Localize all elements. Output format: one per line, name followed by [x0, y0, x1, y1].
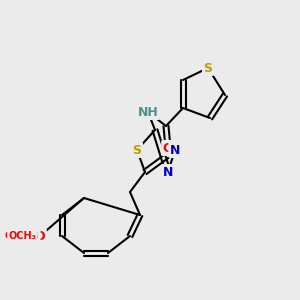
Text: O: O [35, 230, 45, 242]
Text: OCH₃: OCH₃ [8, 231, 36, 241]
Text: S: S [133, 143, 142, 157]
Text: O: O [163, 142, 173, 154]
Text: N: N [163, 166, 173, 178]
Text: OCH3: OCH3 [5, 231, 39, 241]
Text: S: S [203, 61, 212, 74]
Text: NH: NH [138, 106, 158, 118]
Text: N: N [170, 143, 180, 157]
